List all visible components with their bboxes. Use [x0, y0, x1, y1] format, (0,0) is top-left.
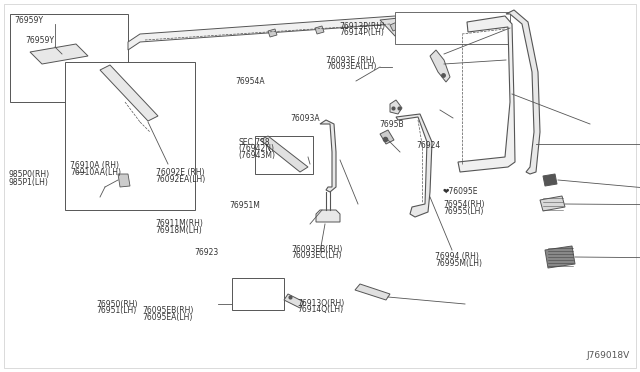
Polygon shape	[128, 16, 408, 50]
Text: 76914Q(LH): 76914Q(LH)	[298, 305, 344, 314]
Polygon shape	[284, 294, 304, 308]
Text: 76914P(LH): 76914P(LH)	[339, 28, 384, 37]
Bar	[255, 136, 313, 174]
Polygon shape	[458, 16, 515, 172]
Text: 985P1(LH): 985P1(LH)	[8, 178, 48, 187]
Text: 76093EB(RH): 76093EB(RH)	[291, 245, 342, 254]
Bar	[395, 12, 510, 44]
Text: 76093E (RH): 76093E (RH)	[326, 56, 375, 65]
Text: 76951(LH): 76951(LH)	[96, 307, 136, 315]
Text: 76924: 76924	[416, 141, 440, 150]
Text: 76911M(RH): 76911M(RH)	[156, 219, 204, 228]
Text: 76994 (RH): 76994 (RH)	[435, 252, 479, 261]
Text: SEC.738: SEC.738	[238, 138, 269, 147]
Bar	[65, 62, 195, 210]
Bar	[10, 14, 128, 102]
Text: 76095EB(RH): 76095EB(RH)	[142, 307, 193, 315]
Polygon shape	[390, 22, 400, 31]
Polygon shape	[315, 26, 324, 34]
Text: (76942N): (76942N)	[238, 144, 274, 153]
Text: (76943M): (76943M)	[238, 151, 275, 160]
Text: 76954(RH): 76954(RH)	[443, 200, 484, 209]
Text: 7695B: 7695B	[380, 120, 404, 129]
Text: 76910AA(LH): 76910AA(LH)	[70, 168, 122, 177]
Polygon shape	[390, 100, 402, 114]
Text: 76093EA(LH): 76093EA(LH)	[326, 62, 377, 71]
Text: 76913P(RH): 76913P(RH)	[339, 22, 385, 31]
Polygon shape	[355, 284, 390, 300]
Text: 76954A: 76954A	[236, 77, 265, 86]
Text: J769018V: J769018V	[587, 351, 630, 360]
Polygon shape	[540, 196, 565, 211]
Text: 76995M(LH): 76995M(LH)	[435, 259, 482, 268]
Polygon shape	[320, 120, 336, 192]
Text: ❤76095E: ❤76095E	[443, 187, 478, 196]
Text: 76955(LH): 76955(LH)	[443, 207, 483, 216]
Text: 76092EA(LH): 76092EA(LH)	[156, 175, 206, 184]
Polygon shape	[380, 17, 415, 36]
Bar	[232, 278, 284, 310]
Text: 76093EC(LH): 76093EC(LH)	[291, 251, 342, 260]
Text: 76093A: 76093A	[290, 114, 319, 123]
Polygon shape	[380, 130, 394, 144]
Text: 985P0(RH): 985P0(RH)	[8, 170, 49, 179]
Text: 76959Y: 76959Y	[26, 36, 54, 45]
Polygon shape	[100, 65, 158, 121]
Text: 76913Q(RH): 76913Q(RH)	[298, 299, 345, 308]
Polygon shape	[396, 114, 432, 217]
Text: 76095EA(LH): 76095EA(LH)	[142, 313, 193, 322]
Text: 76923: 76923	[194, 248, 218, 257]
Polygon shape	[543, 174, 557, 186]
Text: 76959Y: 76959Y	[14, 16, 43, 25]
Text: 76092E (RH): 76092E (RH)	[156, 169, 204, 177]
Polygon shape	[260, 136, 308, 172]
Text: 76918M(LH): 76918M(LH)	[156, 226, 202, 235]
Polygon shape	[268, 29, 277, 37]
Polygon shape	[118, 174, 130, 187]
Polygon shape	[545, 246, 575, 268]
Text: 76910A (RH): 76910A (RH)	[70, 161, 120, 170]
Polygon shape	[316, 210, 340, 222]
Polygon shape	[30, 44, 88, 64]
Polygon shape	[506, 10, 540, 174]
Text: 76951M: 76951M	[229, 201, 260, 210]
Polygon shape	[430, 50, 450, 82]
Text: 76950(RH): 76950(RH)	[96, 300, 138, 309]
